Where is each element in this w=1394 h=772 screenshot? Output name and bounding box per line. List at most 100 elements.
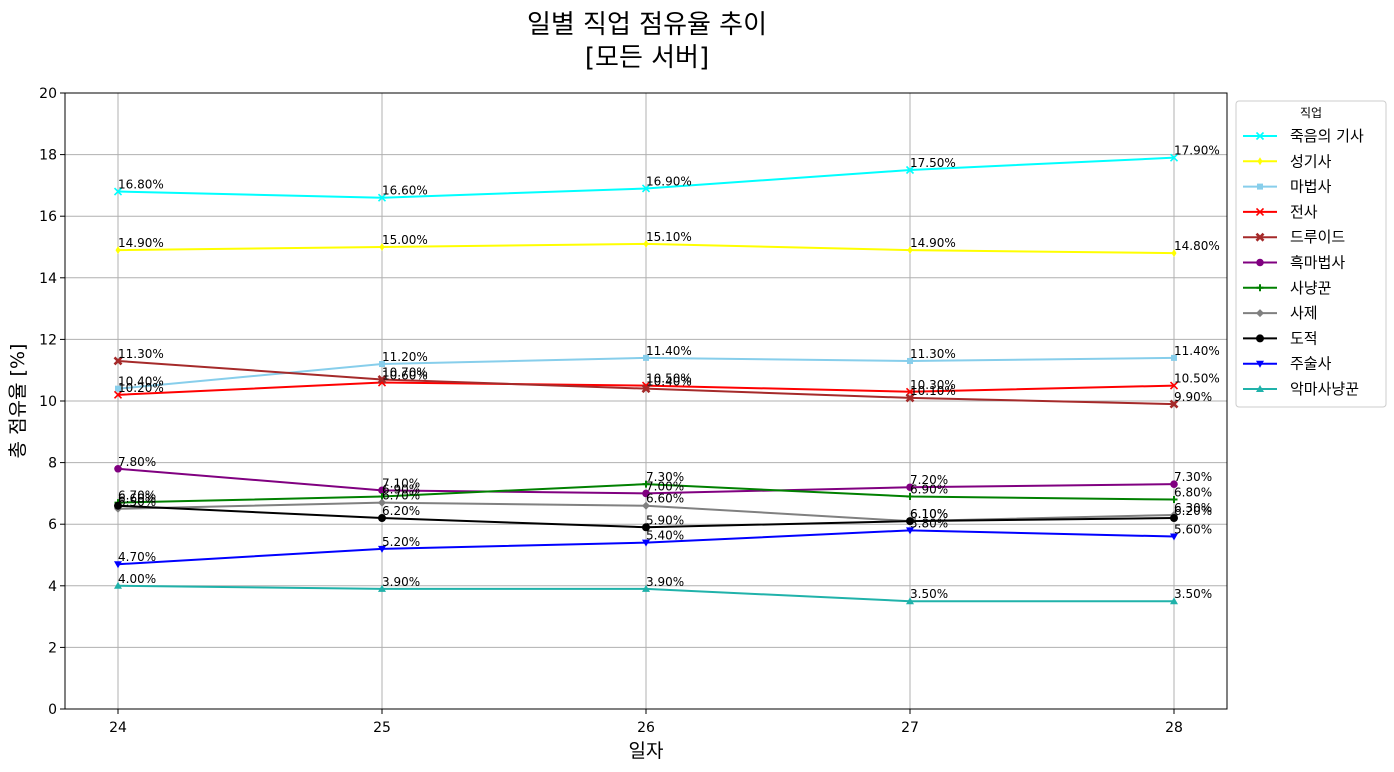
data-label: 5.80% — [910, 516, 948, 530]
data-point — [1171, 249, 1177, 258]
data-label: 17.50% — [910, 156, 956, 170]
data-point — [906, 597, 914, 605]
data-label: 6.60% — [118, 492, 156, 506]
data-point — [379, 243, 385, 251]
data-label: 10.20% — [118, 381, 164, 395]
data-label: 14.90% — [118, 236, 164, 250]
data-label: 5.60% — [1174, 523, 1212, 537]
data-label: 10.10% — [910, 384, 956, 398]
data-point — [115, 246, 121, 255]
data-label: 7.00% — [646, 479, 684, 493]
y-tick-label: 6 — [48, 517, 57, 533]
data-label: 10.40% — [646, 375, 692, 389]
y-axis-label: 총 점유율 [%] — [7, 344, 29, 459]
series-layer — [113, 153, 1179, 605]
y-tick-label: 20 — [39, 86, 57, 102]
data-point — [642, 584, 650, 592]
legend-label: 사냥꾼 — [1290, 279, 1332, 297]
legend-label: 성기사 — [1290, 152, 1332, 170]
data-point — [642, 501, 650, 510]
data-point — [905, 393, 915, 403]
data-label: 15.10% — [646, 230, 692, 244]
y-tick-label: 2 — [48, 640, 57, 656]
legend-item: 드루이드 — [1243, 228, 1345, 246]
legend-marker — [1256, 385, 1264, 392]
series-드루이드 — [113, 356, 1179, 409]
series-도적 — [114, 501, 1178, 532]
data-label: 4.00% — [118, 572, 156, 586]
x-tick-label: 26 — [637, 720, 655, 736]
data-point — [1169, 381, 1179, 390]
data-label: 7.10% — [382, 476, 420, 490]
legend-label: 도적 — [1290, 329, 1318, 347]
x-axis-label: 일자 — [629, 740, 664, 762]
data-label: 10.30% — [910, 378, 956, 392]
legend-marker — [1256, 360, 1264, 368]
data-label: 3.90% — [382, 575, 420, 589]
data-point — [114, 501, 122, 510]
series-악마사냥꾼 — [114, 581, 1178, 605]
chart-title-line2: [모든 서버] — [585, 43, 709, 73]
data-label: 7.30% — [646, 470, 684, 484]
data-label: 6.80% — [1174, 486, 1212, 500]
data-point — [378, 545, 386, 553]
data-label: 10.70% — [382, 365, 428, 379]
y-tick-label: 16 — [39, 209, 57, 225]
y-tick-label: 10 — [39, 394, 57, 410]
legend-item: 사제 — [1243, 304, 1318, 322]
data-label: 5.40% — [646, 529, 684, 543]
legend-item: 주술사 — [1243, 355, 1332, 373]
data-labels-layer: 16.80% 16.60% 16.90% 17.50% 17.90% 14.90% 15.0… — [118, 144, 1220, 602]
data-point — [379, 361, 385, 368]
data-label: 7.30% — [1174, 470, 1212, 484]
series-흑마법사 — [114, 464, 1178, 498]
y-tick-label: 8 — [48, 456, 57, 472]
legend-item: 사냥꾼 — [1243, 279, 1332, 297]
legend-item: 악마사냥꾼 — [1243, 380, 1359, 398]
legend-label: 악마사냥꾼 — [1290, 380, 1359, 398]
legend-label: 사제 — [1290, 304, 1318, 322]
data-point — [643, 354, 649, 361]
legend-item: 성기사 — [1243, 152, 1332, 170]
data-point — [642, 539, 650, 547]
data-point — [906, 492, 914, 500]
data-label: 5.20% — [382, 535, 420, 549]
data-point — [1169, 153, 1179, 162]
data-label: 7.20% — [910, 473, 948, 487]
data-label: 16.60% — [382, 184, 428, 198]
data-label: 3.50% — [1174, 587, 1212, 601]
y-axis: 0 2 4 6 8 10 12 14 16 18 20 — [39, 86, 65, 718]
legend-marker — [1256, 334, 1264, 343]
data-label: 10.50% — [1174, 372, 1220, 386]
data-label: 9.90% — [1174, 390, 1212, 404]
data-label: 6.70% — [118, 489, 156, 503]
data-label: 10.60% — [382, 369, 428, 383]
data-label: 16.80% — [118, 178, 164, 192]
x-tick-label: 25 — [373, 720, 391, 736]
data-label: 10.40% — [118, 375, 164, 389]
y-tick-label: 12 — [39, 332, 57, 348]
data-point — [377, 193, 387, 202]
legend-label: 전사 — [1290, 203, 1318, 221]
data-label: 15.00% — [382, 233, 428, 247]
data-point — [907, 357, 913, 364]
legend-title: 직업 — [1300, 106, 1322, 120]
data-point — [905, 165, 915, 175]
legend-marker — [1256, 258, 1264, 267]
data-label: 11.40% — [646, 344, 692, 358]
data-label: 11.40% — [1174, 344, 1220, 358]
data-label: 6.90% — [382, 482, 420, 496]
legend-marker — [1257, 157, 1263, 166]
x-tick-label: 27 — [901, 720, 919, 736]
data-point — [906, 483, 914, 492]
data-point — [643, 239, 649, 248]
series-사냥꾼 — [114, 480, 1178, 507]
legend-marker — [1256, 284, 1264, 292]
chart-title-line1: 일별 직업 점유율 추이 — [527, 10, 767, 40]
y-tick-label: 14 — [39, 271, 57, 287]
series-죽음의 기사 — [113, 153, 1179, 202]
data-label: 3.90% — [646, 575, 684, 589]
data-label: 6.30% — [1174, 501, 1212, 515]
data-point — [378, 584, 386, 592]
